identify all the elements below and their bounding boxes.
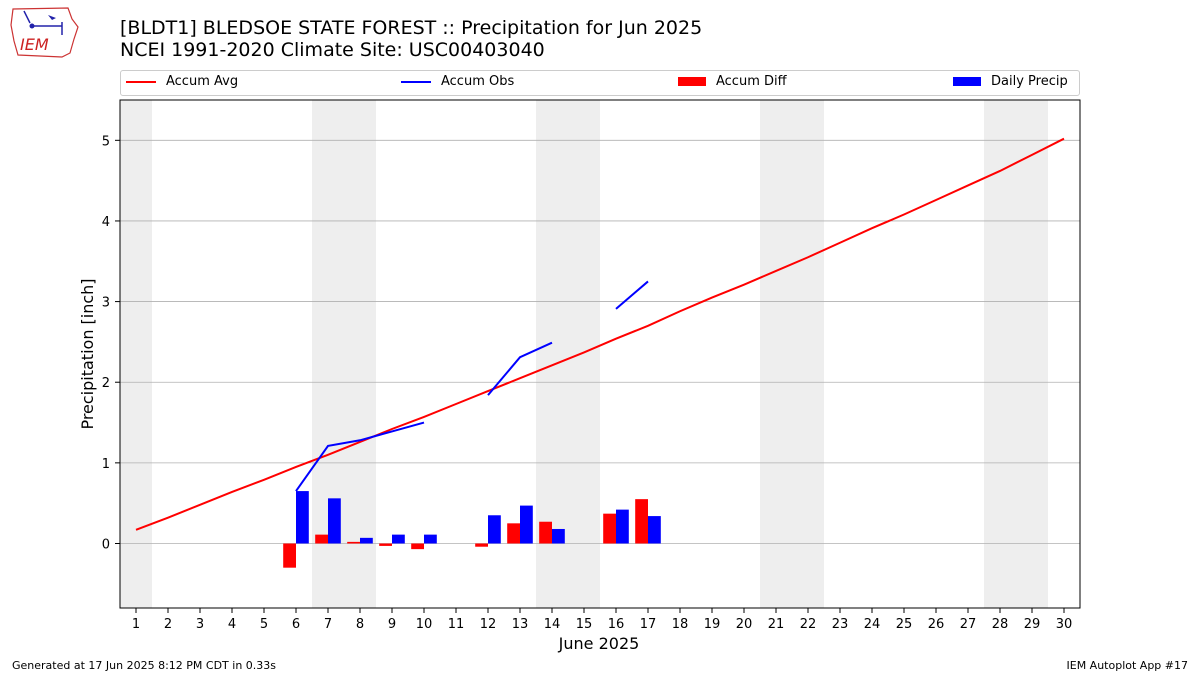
accum-diff-bar bbox=[315, 534, 328, 544]
accum-diff-bar bbox=[475, 543, 488, 547]
x-tick-label: 18 bbox=[672, 617, 689, 632]
x-tick-label: 20 bbox=[736, 617, 753, 632]
x-tick-label: 5 bbox=[260, 617, 268, 632]
x-tick-label: 25 bbox=[896, 617, 913, 632]
x-tick-label: 17 bbox=[640, 617, 657, 632]
legend-swatch-accum-avg bbox=[126, 80, 156, 83]
x-tick-label: 13 bbox=[512, 617, 529, 632]
legend-swatch-accum-diff bbox=[678, 77, 706, 86]
legend-swatch-daily-precip bbox=[953, 77, 981, 86]
x-tick-label: 14 bbox=[544, 617, 561, 632]
accum-obs-line bbox=[295, 421, 425, 492]
x-tick-label: 30 bbox=[1056, 617, 1073, 632]
chart-legend: Accum Avg Accum Obs Accum Diff Daily Pre… bbox=[120, 70, 1080, 96]
x-tick-label: 4 bbox=[228, 617, 236, 632]
x-tick-label: 3 bbox=[196, 617, 204, 632]
y-axis-label: Precipitation [inch] bbox=[78, 278, 97, 429]
x-tick-label: 26 bbox=[928, 617, 945, 632]
chart-title-block: [BLDT1] BLEDSOE STATE FOREST :: Precipit… bbox=[120, 17, 702, 61]
legend-label-daily-precip: Daily Precip bbox=[991, 74, 1068, 89]
accum-diff-bar bbox=[539, 521, 552, 544]
x-tick-label: 19 bbox=[704, 617, 721, 632]
y-tick-label: 0 bbox=[102, 537, 110, 552]
y-tick-label: 2 bbox=[102, 376, 110, 391]
x-tick-label: 16 bbox=[608, 617, 625, 632]
chart-title: [BLDT1] BLEDSOE STATE FOREST :: Precipit… bbox=[120, 17, 703, 39]
daily-precip-bar bbox=[520, 505, 533, 544]
x-tick-label: 12 bbox=[480, 617, 497, 632]
x-tick-label: 28 bbox=[992, 617, 1009, 632]
accum-obs-line bbox=[487, 341, 553, 396]
weekend-band bbox=[760, 100, 824, 608]
weekend-band bbox=[536, 100, 600, 608]
weekend-band bbox=[120, 100, 152, 608]
daily-precip-bar bbox=[552, 528, 565, 544]
x-tick-label: 22 bbox=[800, 617, 817, 632]
legend-item-accum-avg: Accum Avg bbox=[126, 74, 238, 89]
weather-station-icon bbox=[23, 10, 63, 35]
y-tick-label: 3 bbox=[102, 296, 110, 311]
x-tick-label: 21 bbox=[768, 617, 785, 632]
daily-precip-bar bbox=[360, 537, 373, 544]
weekend-band bbox=[984, 100, 1048, 608]
x-axis-label: June 2025 bbox=[558, 634, 640, 653]
x-tick-label: 27 bbox=[960, 617, 977, 632]
generated-note: Generated at 17 Jun 2025 8:12 PM CDT in … bbox=[12, 659, 277, 672]
daily-precip-bar bbox=[648, 516, 661, 544]
x-tick-label: 1 bbox=[132, 617, 140, 632]
daily-precip-bar bbox=[616, 509, 629, 544]
accum-diff-bar bbox=[635, 499, 648, 544]
x-tick-label: 24 bbox=[864, 617, 881, 632]
y-tick-label: 5 bbox=[102, 134, 110, 149]
weekend-band bbox=[312, 100, 376, 608]
app-note: IEM Autoplot App #17 bbox=[1066, 659, 1189, 672]
x-tick-label: 11 bbox=[448, 617, 465, 632]
x-tick-label: 29 bbox=[1024, 617, 1041, 632]
daily-precip-bar bbox=[328, 498, 341, 544]
x-tick-label: 23 bbox=[832, 617, 849, 632]
legend-swatch-accum-obs bbox=[401, 80, 431, 83]
legend-item-accum-diff: Accum Diff bbox=[678, 74, 787, 89]
accum-diff-bar bbox=[347, 541, 360, 544]
daily-precip-bar bbox=[392, 534, 405, 544]
x-tick-label: 6 bbox=[292, 617, 300, 632]
y-tick-label: 1 bbox=[102, 457, 110, 472]
chart-subtitle: NCEI 1991-2020 Climate Site: USC00403040 bbox=[120, 39, 545, 61]
x-tick-label: 15 bbox=[576, 617, 593, 632]
legend-item-accum-obs: Accum Obs bbox=[401, 74, 514, 89]
x-tick-label: 9 bbox=[388, 617, 396, 632]
daily-precip-bar bbox=[296, 491, 309, 544]
legend-item-daily-precip: Daily Precip bbox=[953, 74, 1068, 89]
accum-diff-bar bbox=[283, 543, 296, 568]
accum-obs-line bbox=[615, 280, 649, 310]
legend-label-accum-avg: Accum Avg bbox=[166, 74, 239, 89]
legend-label-accum-diff: Accum Diff bbox=[716, 74, 787, 89]
daily-precip-bar bbox=[424, 534, 437, 544]
accum-diff-bar bbox=[507, 523, 520, 544]
accum-diff-bar bbox=[603, 513, 616, 544]
x-tick-label: 8 bbox=[356, 617, 364, 632]
logo-text: IEM bbox=[20, 35, 49, 54]
accum-diff-bar bbox=[379, 543, 392, 546]
plot-frame bbox=[119, 99, 1081, 609]
y-tick-label: 4 bbox=[102, 215, 110, 230]
accum-avg-line bbox=[135, 137, 1065, 531]
daily-precip-bar bbox=[488, 515, 501, 544]
legend-label-accum-obs: Accum Obs bbox=[441, 74, 515, 89]
accum-diff-bar bbox=[411, 543, 424, 550]
x-tick-label: 10 bbox=[416, 617, 433, 632]
x-tick-label: 7 bbox=[324, 617, 332, 632]
iem-logo: IEM bbox=[10, 7, 79, 58]
x-tick-label: 2 bbox=[164, 617, 172, 632]
